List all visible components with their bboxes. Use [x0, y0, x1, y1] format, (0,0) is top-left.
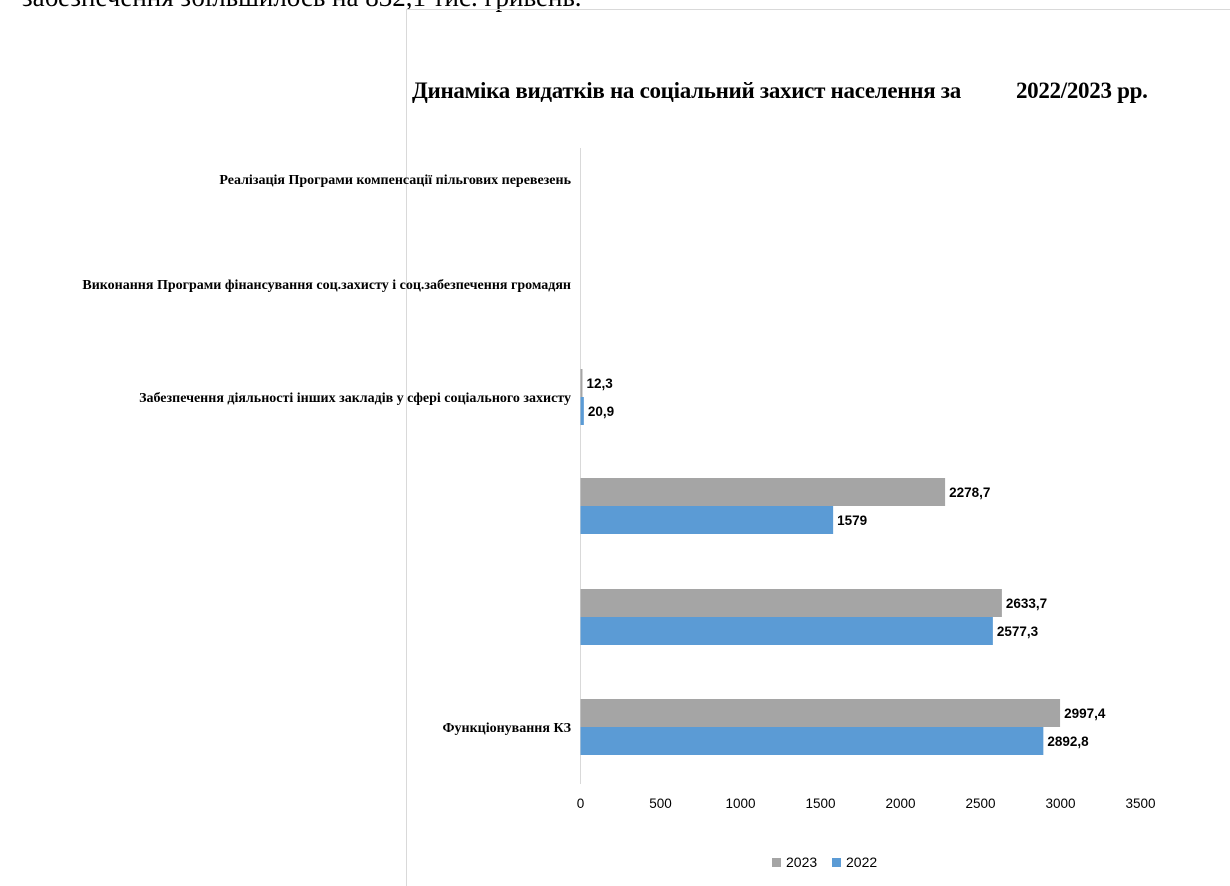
- category-label-5: Реалізація Програми компенсації пільгови…: [219, 173, 571, 188]
- legend-label-2023: 2023: [786, 854, 817, 870]
- x-tick-1500: 1500: [805, 796, 835, 811]
- bar-2022-2: [580, 506, 834, 534]
- x-tick-500: 500: [649, 796, 672, 811]
- category-labels: Функціонування КЗ Забезпечення діяльності…: [82, 173, 571, 736]
- chart-title-main: Динаміка видатків на соціальний захист н…: [412, 78, 961, 103]
- legend-swatch-2022: [832, 858, 841, 867]
- data-label-2023-1: 2633,7: [1006, 596, 1047, 611]
- category-label-0: Функціонування КЗ: [443, 721, 572, 736]
- x-tick-1000: 1000: [725, 796, 755, 811]
- x-tick-0: 0: [577, 796, 585, 811]
- x-tick-2500: 2500: [965, 796, 995, 811]
- data-label-2022-3: 20,9: [588, 404, 614, 419]
- bars-group: 2997,4 2892,8 2633,7 2577,3 2278,7 1579 12,3 20…: [580, 369, 1106, 755]
- bar-2022-1: [580, 617, 993, 645]
- bar-2023-1: [580, 589, 1002, 617]
- data-label-2023-0: 2997,4: [1064, 706, 1106, 721]
- bar-2023-2: [580, 478, 946, 506]
- x-axis-ticks: 0 500 1000 1500 2000 2500 3000 3500: [577, 796, 1156, 811]
- legend-label-2022: 2022: [846, 854, 877, 870]
- bar-2022-3: [580, 397, 584, 425]
- data-label-2022-1: 2577,3: [997, 624, 1039, 639]
- data-label-2023-2: 2278,7: [949, 485, 990, 500]
- data-label-2022-0: 2892,8: [1047, 734, 1089, 749]
- bar-2023-0: [580, 699, 1061, 727]
- legend-swatch-2023: [772, 858, 781, 867]
- x-tick-2000: 2000: [885, 796, 915, 811]
- x-tick-3000: 3000: [1045, 796, 1075, 811]
- chart-frame: [406, 9, 1230, 886]
- x-tick-3500: 3500: [1125, 796, 1155, 811]
- data-label-2022-2: 1579: [837, 513, 867, 528]
- bar-2023-3: [580, 369, 583, 397]
- category-label-3: Забезпечення діяльності інших закладів у…: [139, 391, 571, 406]
- bar-2022-0: [580, 727, 1044, 755]
- chart-title-years: 2022/2023 рр.: [1015, 78, 1148, 103]
- category-label-4: Виконання Програми фінансування соц.захи…: [82, 278, 571, 293]
- data-label-2023-3: 12,3: [586, 376, 613, 391]
- legend: 2023 2022: [772, 854, 877, 870]
- chart-title: Динаміка видатків на соціальний захист н…: [412, 78, 1148, 104]
